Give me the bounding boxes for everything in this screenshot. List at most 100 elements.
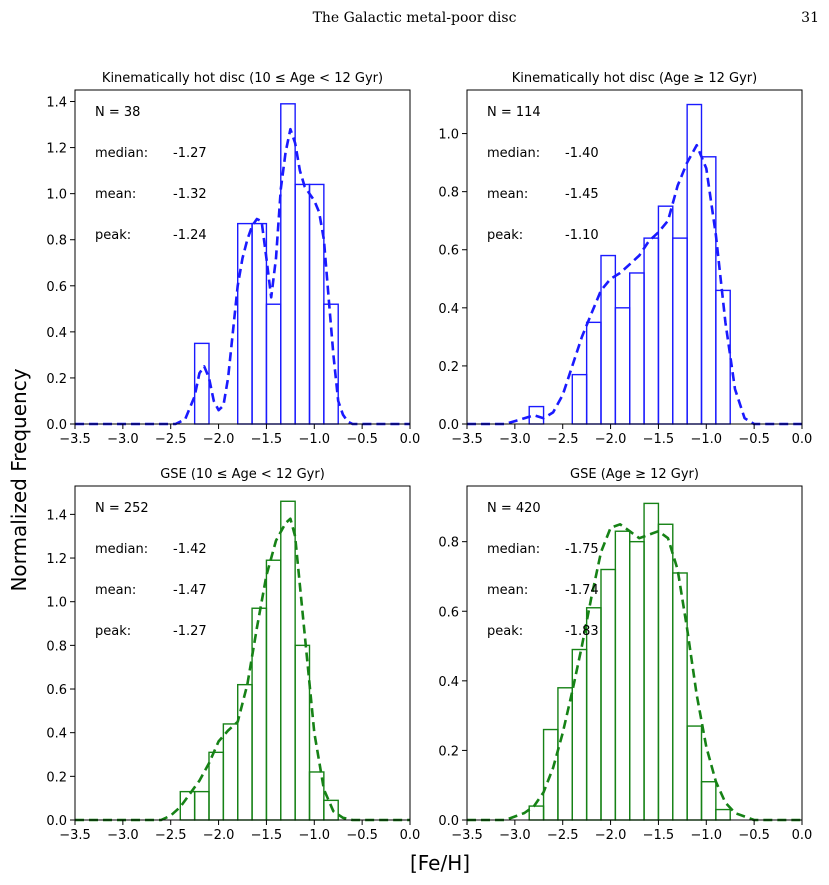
- y-tick-label: 0.4: [438, 302, 459, 317]
- histogram-bar: [280, 500, 296, 821]
- stat-value: -1.47: [173, 583, 207, 598]
- histogram-bar: [629, 540, 645, 821]
- stat-label: N = 420: [487, 501, 541, 516]
- x-tick-label: −1.0: [298, 828, 330, 843]
- stat-label: median:: [95, 146, 148, 161]
- x-tick-label: 0.0: [400, 828, 421, 843]
- stat-value: -1.74: [565, 583, 599, 598]
- panel-1: Kinematically hot disc (10 ≤ Age < 12 Gy…: [46, 71, 420, 447]
- histogram-bar: [715, 808, 731, 821]
- y-tick-label: 0.4: [438, 675, 459, 690]
- x-tick-label: −3.5: [451, 432, 483, 447]
- panel-2: Kinematically hot disc (Age ≥ 12 Gyr) −3.…: [438, 71, 812, 447]
- panel-title: Kinematically hot disc (10 ≤ Age < 12 Gy…: [102, 71, 383, 86]
- histogram-bar: [643, 237, 660, 425]
- stat-label: mean:: [95, 187, 145, 202]
- histogram-bar: [251, 222, 268, 425]
- histogram-bar: [614, 307, 631, 425]
- histogram-bar: [585, 321, 602, 425]
- stat-value: -1.27: [173, 146, 207, 161]
- histogram-bar: [237, 683, 253, 821]
- y-tick-label: 0.6: [438, 244, 459, 259]
- x-tick-label: −2.0: [595, 828, 627, 843]
- stat-value: -1.42: [173, 542, 207, 557]
- y-axis-label: Normalized Frequency: [7, 368, 31, 591]
- histogram-bar: [700, 781, 717, 821]
- histogram-bar: [265, 559, 282, 821]
- y-tick-label: 0.0: [438, 814, 459, 829]
- y-tick-label: 0.2: [438, 360, 459, 375]
- histogram-bar: [585, 607, 602, 821]
- histogram-bar: [672, 572, 688, 821]
- y-tick-label: 0.0: [438, 418, 459, 433]
- y-tick-label: 0.2: [438, 744, 459, 759]
- x-tick-label: −1.0: [298, 432, 330, 447]
- page-header: The Galactic metal-poor disc 31: [0, 0, 829, 40]
- axes-frame: [466, 485, 803, 821]
- x-tick-label: −3.0: [107, 432, 139, 447]
- kde-curve: [467, 522, 802, 822]
- panel-title: GSE (10 ≤ Age < 12 Gyr): [160, 467, 325, 482]
- y-tick-label: 0.2: [46, 372, 67, 387]
- x-tick-label: −1.5: [643, 432, 675, 447]
- histogram-bar: [237, 222, 253, 425]
- histogram-bar: [571, 373, 588, 425]
- x-tick-label: −2.5: [155, 828, 187, 843]
- y-tick-label: 0.4: [46, 326, 67, 341]
- y-tick-label: 0.0: [46, 814, 67, 829]
- y-tick-label: 1.2: [46, 142, 67, 157]
- x-tick-label: −1.5: [251, 828, 283, 843]
- panel-title: GSE (Age ≥ 12 Gyr): [570, 467, 699, 482]
- stat-value: -1.75: [565, 542, 599, 557]
- histogram-bar: [323, 799, 339, 821]
- axes-frame: [466, 89, 803, 425]
- histogram-bar: [657, 523, 674, 821]
- histogram-bar: [600, 568, 617, 821]
- histogram-bar: [222, 723, 239, 821]
- kde-curve: [75, 127, 410, 426]
- stat-label: mean:: [487, 187, 537, 202]
- stat-label: mean:: [95, 583, 145, 598]
- y-tick-label: 1.2: [46, 552, 67, 567]
- running-title: The Galactic metal-poor disc: [312, 10, 517, 26]
- stat-value: -1.40: [565, 146, 599, 161]
- histogram-bar: [657, 205, 674, 425]
- x-tick-label: −2.5: [547, 432, 579, 447]
- stat-label: median:: [487, 542, 540, 557]
- x-tick-label: −0.5: [346, 828, 378, 843]
- histogram-bar: [614, 530, 631, 821]
- kde-curve: [467, 143, 802, 426]
- histogram-bar: [280, 103, 296, 425]
- histogram-bar: [208, 751, 225, 821]
- y-tick-label: 0.8: [438, 186, 459, 201]
- x-tick-label: −3.5: [451, 828, 483, 843]
- x-tick-label: −2.0: [203, 828, 235, 843]
- x-tick-label: −0.5: [738, 828, 770, 843]
- x-tick-label: −2.0: [203, 432, 235, 447]
- histogram-bar: [265, 303, 282, 425]
- x-tick-label: −1.0: [690, 828, 722, 843]
- stat-value: -1.24: [173, 228, 207, 243]
- x-tick-label: −1.5: [643, 828, 675, 843]
- axes-frame: [74, 485, 411, 821]
- stat-value: -1.45: [565, 187, 599, 202]
- y-tick-label: 1.0: [438, 128, 459, 143]
- stat-value: -1.10: [565, 228, 599, 243]
- stat-label: peak:: [487, 624, 531, 639]
- y-tick-label: 0.8: [438, 536, 459, 551]
- histogram-bar: [571, 648, 588, 821]
- x-tick-label: 0.0: [792, 828, 813, 843]
- stat-value: -1.27: [173, 624, 207, 639]
- y-tick-label: 0.4: [46, 727, 67, 742]
- y-tick-label: 0.6: [46, 683, 67, 698]
- x-tick-label: 0.0: [400, 432, 421, 447]
- y-tick-label: 1.4: [46, 508, 67, 523]
- stat-label: N = 114: [487, 105, 541, 120]
- histogram-bar: [193, 790, 210, 821]
- stat-label: peak:: [487, 228, 531, 243]
- x-tick-label: −3.0: [499, 828, 531, 843]
- panel-title: Kinematically hot disc (Age ≥ 12 Gyr): [512, 71, 757, 86]
- y-tick-label: 0.2: [46, 770, 67, 785]
- stat-label: median:: [487, 146, 540, 161]
